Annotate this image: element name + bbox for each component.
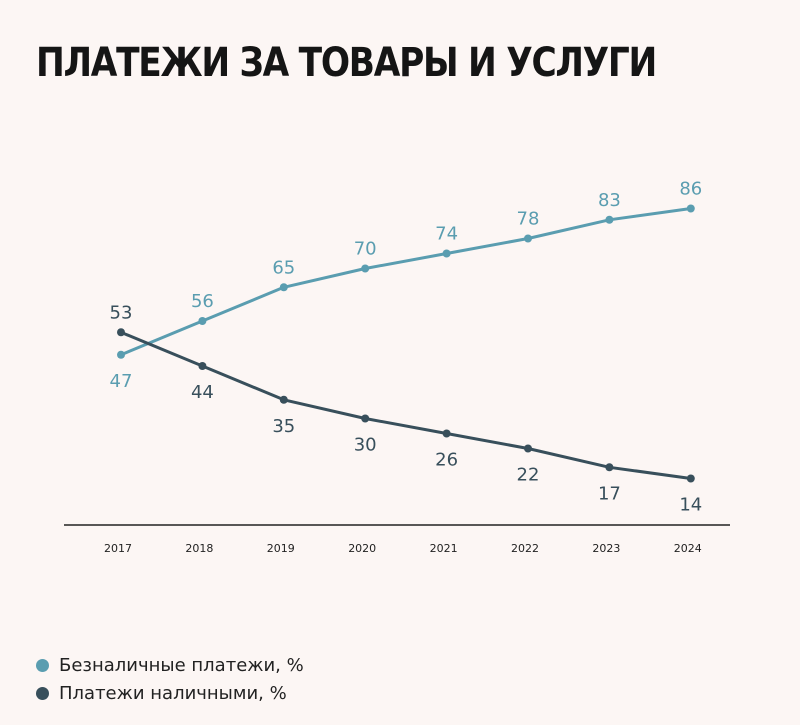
data-label-cashless: 83 (598, 190, 621, 211)
series-line-cashless (119, 207, 693, 357)
x-tick-label: 2017 (104, 542, 132, 555)
data-point-cash (117, 328, 125, 337)
legend: Безналичные платежи, % Платежи наличными… (36, 651, 304, 707)
x-tick-label: 2024 (674, 542, 702, 555)
x-tick-label: 2018 (185, 542, 213, 555)
data-point-cashless (361, 264, 370, 273)
data-point-cashless (605, 215, 614, 224)
data-label-cash: 26 (435, 450, 458, 471)
page-title: ПЛАТЕЖИ ЗА ТОВАРЫ И УСЛУГИ (36, 40, 657, 86)
legend-item-cash: Платежи наличными, % (36, 679, 304, 707)
data-point-cashless (686, 204, 695, 213)
legend-dot-icon (36, 658, 49, 672)
data-point-cash (686, 474, 695, 483)
data-label-cashless: 56 (191, 291, 214, 312)
data-label-cash: 30 (354, 435, 377, 456)
data-label-cash: 22 (517, 465, 540, 486)
data-label-cash: 35 (272, 416, 295, 437)
data-point-cashless (442, 249, 451, 258)
data-label-cash: 17 (598, 483, 621, 504)
data-label-cashless: 86 (679, 179, 702, 200)
data-point-cash (279, 395, 288, 404)
x-tick-label: 2023 (592, 542, 620, 555)
data-label-cashless: 65 (272, 257, 295, 278)
data-point-cashless (198, 317, 207, 325)
data-point-cash (442, 429, 451, 438)
data-label-cash: 14 (679, 495, 702, 516)
data-label-cash: 44 (191, 382, 214, 403)
data-point-cashless (279, 283, 288, 292)
line-chart: 47 56 65 70 74 78 83 86 53 44 35 30 26 22 17 14 2017 201… (64, 179, 730, 555)
data-label-cashless: 74 (435, 224, 458, 245)
data-label-cashless: 70 (354, 239, 377, 260)
x-tick-label: 2020 (348, 542, 376, 555)
data-point-cash (605, 463, 614, 472)
x-tick-label: 2021 (430, 542, 458, 555)
series-line-cash (119, 330, 693, 480)
data-label-cash: 53 (110, 302, 133, 323)
data-label-cashless: 47 (110, 371, 133, 392)
legend-item-cashless: Безналичные платежи, % (36, 651, 304, 679)
data-point-cashless (524, 234, 532, 243)
data-point-cash (524, 444, 532, 453)
legend-dot-icon (36, 686, 49, 700)
data-point-cashless (117, 350, 125, 359)
data-point-cash (198, 362, 207, 370)
data-point-cash (361, 414, 370, 423)
data-label-cashless: 78 (517, 209, 540, 230)
legend-label-cash: Платежи наличными, % (59, 682, 287, 704)
legend-label-cashless: Безналичные платежи, % (59, 654, 304, 676)
x-tick-label: 2022 (511, 542, 539, 555)
x-tick-label: 2019 (267, 542, 295, 555)
